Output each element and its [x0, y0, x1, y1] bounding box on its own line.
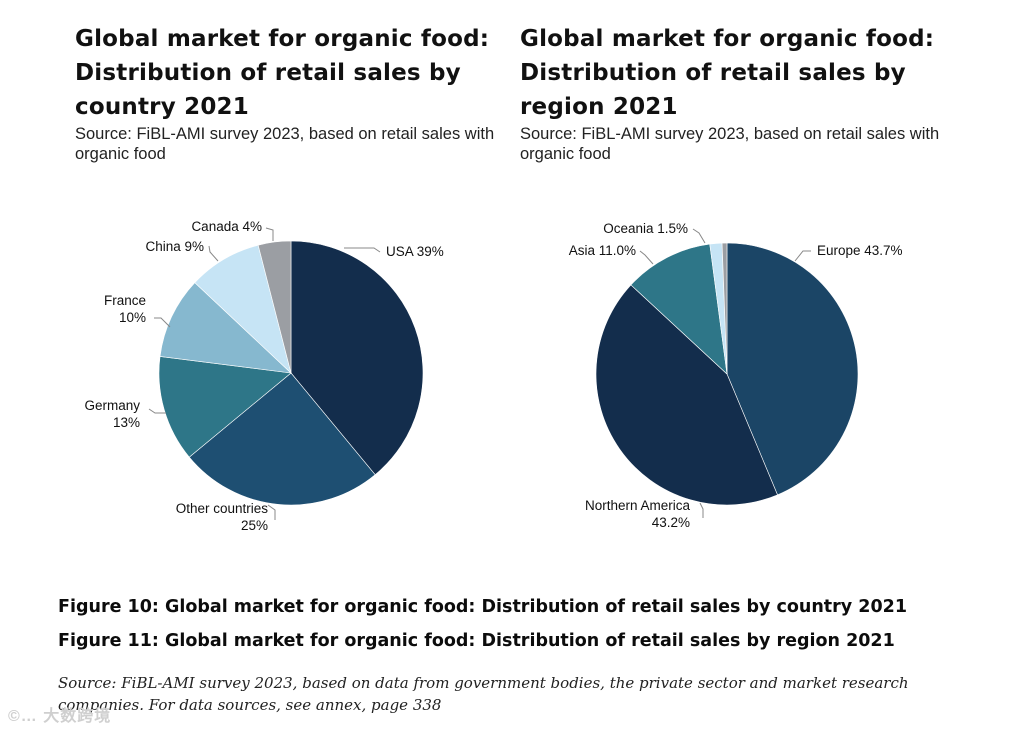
slice-label-northern-america: 43.2%	[652, 515, 690, 530]
pie-slice-region-northern-america	[595, 284, 778, 506]
pie-chart-country: USA 39% Other countries 25% Germany 13% Franc…	[84, 219, 443, 533]
figure-11-caption: Figure 11: Global market for organic foo…	[58, 631, 895, 651]
slice-label-canada: Canada 4%	[191, 219, 262, 234]
slice-label-other-countries: 25%	[241, 518, 268, 533]
leader-line-usa	[344, 247, 381, 253]
pie-slice-region-other	[721, 242, 728, 375]
leader-line-germany	[148, 408, 166, 414]
chart-title-line: Distribution of retail sales by	[75, 60, 461, 86]
slice-label-northern-america: Northern America	[585, 498, 691, 513]
chart-title-line: country 2021	[75, 94, 249, 120]
leader-line-china	[208, 245, 219, 262]
slice-label-europe: Europe 43.7%	[817, 243, 903, 258]
chart-title-region: Global market for organic food: Distribu…	[520, 22, 960, 124]
figure-10-caption: Figure 10: Global market for organic foo…	[58, 597, 907, 617]
chart-title-line: Global market for organic food:	[75, 26, 490, 52]
slice-label-usa: USA 39%	[386, 244, 444, 259]
slice-label-france: 10%	[119, 310, 146, 325]
chart-title-country: Global market for organic food: Distribu…	[75, 22, 515, 124]
pie-slice-country-france	[159, 282, 292, 374]
chart-title-line: Distribution of retail sales by	[520, 60, 906, 86]
pie-slice-country-other-countries	[188, 372, 376, 506]
slice-label-germany: 13%	[113, 415, 140, 430]
chart-source-region: Source: FiBL-AMI survey 2023, based on r…	[520, 125, 940, 163]
leader-line-france	[154, 317, 171, 328]
slice-label-asia: Asia 11.0%	[569, 243, 636, 258]
slice-label-germany: Germany	[84, 398, 140, 413]
pie-slice-country-canada	[257, 240, 292, 374]
pie-slice-region-asia	[630, 243, 728, 375]
pie-slice-country-germany	[158, 356, 292, 458]
pie-slice-region-europe	[726, 242, 859, 496]
source-footnote: Source: FiBL-AMI survey 2023, based on d…	[58, 674, 909, 714]
slice-label-oceania: Oceania 1.5%	[603, 221, 688, 236]
chart-source-country: Source: FiBL-AMI survey 2023, based on r…	[75, 125, 495, 163]
slice-label-other-countries: Other countries	[176, 501, 269, 516]
leader-line-asia	[639, 250, 654, 265]
chart-title-line: Global market for organic food:	[520, 26, 935, 52]
pie-slice-country-usa	[290, 240, 424, 476]
slice-label-china: China 9%	[145, 239, 204, 254]
leader-line-other-countries	[267, 504, 276, 520]
watermark: ©… 大数跨境	[8, 708, 112, 725]
slice-label-france: France	[104, 293, 146, 308]
leader-line-oceania	[692, 228, 706, 244]
pie-chart-region: Europe 43.7% Northern America 43.2% Asia 11…	[569, 221, 903, 530]
chart-title-line: region 2021	[520, 94, 678, 120]
leader-line-northern-america	[699, 502, 704, 518]
leader-line-europe	[794, 250, 811, 262]
leader-line-canada	[265, 227, 274, 241]
